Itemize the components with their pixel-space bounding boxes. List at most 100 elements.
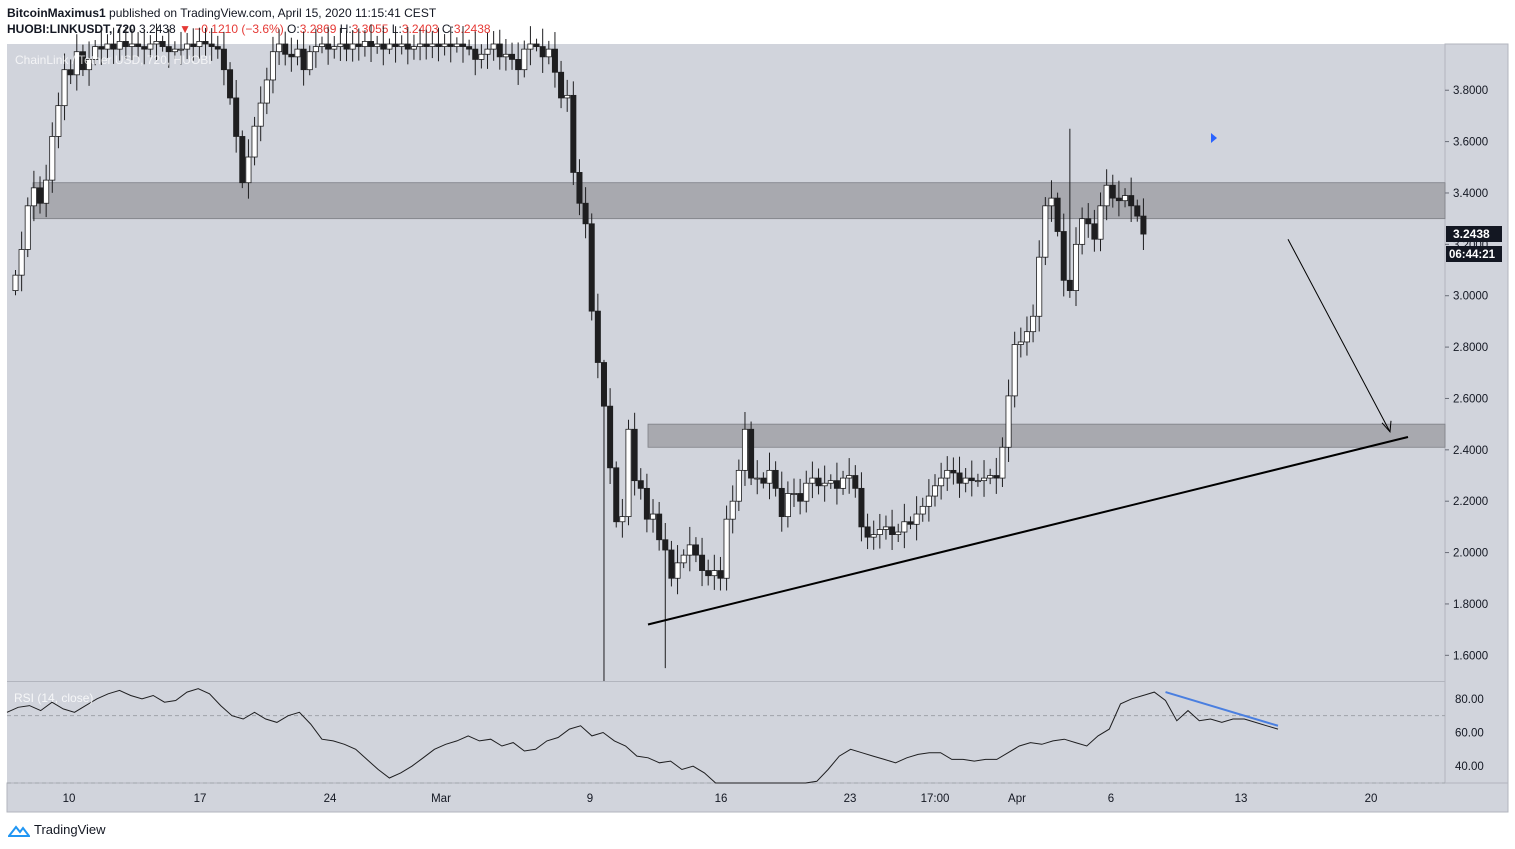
price-tick-label: 3.8000 [1453,85,1488,97]
candle-down [968,477,975,482]
candle-down [1134,205,1141,217]
time-tick-label: 9 [587,793,593,805]
candle-up [545,48,552,58]
candle-up [153,41,160,45]
candle-down [631,428,638,482]
rsi-label: RSI (14, close) [14,691,93,705]
candle-down [141,46,148,50]
ohlc-bar: HUOBI:LINKUSDT, 720 3.2438 ▼ −0.1210 (−3… [7,22,491,36]
candle-up [686,544,693,556]
candle-down [300,48,307,71]
candle-down [993,475,1000,479]
candle-up [919,505,926,515]
published-text: published on TradingView.com, April 15, … [109,6,437,20]
candle-down [950,469,957,474]
candle-up [361,41,368,47]
high-value: 3.3055 [351,22,389,36]
candle-down [607,405,614,469]
candle-up [61,69,68,107]
candle-up [417,43,424,47]
time-tick-label: 17:00 [921,793,950,805]
candle-down [392,43,399,47]
candle-up [619,516,626,523]
candle-up [43,179,50,204]
candle-down [214,46,221,50]
rsi-tick-label: 40.00 [1455,761,1484,773]
candle-up [86,59,93,71]
candle-up [429,43,436,47]
candle-down [699,554,706,571]
price-tick-label: 2.0000 [1453,548,1488,560]
candle-up [294,48,301,58]
candle-down [1115,197,1122,202]
candle-up [147,43,154,50]
candle-up [527,43,534,50]
candle-down [343,43,350,50]
candle-up [913,513,920,525]
candle-up [337,43,344,47]
candle-up [895,531,902,535]
candle-up [104,43,111,50]
candle-up [1103,184,1110,207]
candle-up [49,136,56,181]
candle-up [723,518,730,579]
candle-up [711,570,718,577]
candle-down [435,43,442,47]
rsi-pane-bg [7,682,1445,783]
candle-up [1122,195,1129,202]
candle-down [37,187,44,204]
candle-down [600,362,607,407]
rsi-tick-label: 80.00 [1455,694,1484,706]
candle-up [1005,395,1012,448]
candle-down [760,477,767,484]
candle-down [662,539,669,551]
symbol-label: HUOBI:LINKUSDT, 720 [7,22,136,36]
ascending-trendline [647,436,1409,626]
candle-down [748,428,755,479]
candle-down [165,46,172,53]
candle-up [876,529,883,535]
time-axis-bg [6,782,1509,813]
candle-down [220,48,227,71]
candle-up [24,205,31,250]
candle-down [772,469,779,489]
candle-up [944,469,951,479]
open-label: O: [287,22,300,36]
candle-down [288,53,295,58]
candle-down [1066,279,1073,291]
candle-down [227,69,234,99]
candle-down [594,310,601,363]
candle-down [705,570,712,577]
open-value: 3.2869 [299,22,337,36]
candle-up [478,53,485,60]
candle-down [325,43,332,50]
candle-down [637,480,644,489]
publish-info: BitcoinMaximus1 published on TradingView… [7,6,436,20]
candle-down [570,94,577,173]
candle-up [171,48,178,53]
author-name[interactable]: BitcoinMaximus1 [7,6,106,20]
candle-down [852,475,859,489]
projection-arrow [1287,238,1391,433]
candle-down [643,487,650,520]
candle-down [1140,215,1147,235]
candle-down [190,43,197,47]
tradingview-logo[interactable]: TradingView [8,822,106,837]
current-price-label: 3.2438 [1453,227,1490,241]
candle-down [496,43,503,58]
candle-up [410,46,417,50]
candle-up [349,43,356,50]
candle-up [1072,243,1079,291]
time-tick-label: 13 [1235,793,1248,805]
price-tick-label: 1.6000 [1453,650,1488,662]
candle-down [668,549,675,579]
candle-down [551,48,558,73]
candle-down [533,43,540,47]
candle-up [398,43,405,47]
candle-up [257,102,264,127]
candle-down [208,43,215,47]
candle-up [1030,315,1037,333]
candle-down [239,136,246,184]
candle-up [312,46,319,53]
